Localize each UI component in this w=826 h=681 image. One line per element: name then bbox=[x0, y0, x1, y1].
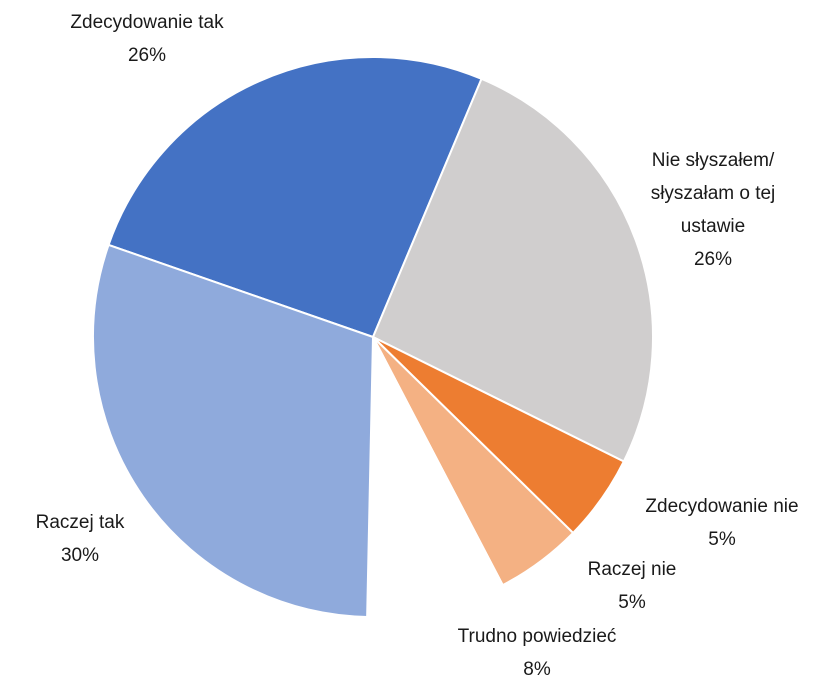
slice-label: Trudno powiedzieć 8% bbox=[422, 620, 652, 681]
category-label: Zdecydowanie nie bbox=[645, 496, 799, 517]
value-label: 30% bbox=[60, 545, 100, 566]
value-label: 5% bbox=[618, 592, 646, 613]
category-label: Zdecydowanie tak bbox=[70, 12, 224, 33]
category-label: Trudno powiedzieć bbox=[457, 626, 617, 647]
slice-label: Zdecydowanie nie 5% bbox=[612, 490, 826, 556]
pie-slice bbox=[107, 56, 483, 339]
value-label: 26% bbox=[127, 45, 167, 66]
category-label: Nie słyszałem/ słyszałam o tej ustawie bbox=[650, 150, 776, 237]
slice-label: Nie słyszałem/ słyszałam o tej ustawie 26… bbox=[643, 144, 783, 276]
category-label: Raczej tak bbox=[35, 512, 125, 533]
value-label: 26% bbox=[693, 249, 733, 270]
value-label: 5% bbox=[708, 529, 736, 550]
pie-slice bbox=[92, 243, 375, 618]
slice-label: Raczej nie 5% bbox=[557, 553, 707, 619]
category-label: Raczej nie bbox=[587, 559, 677, 580]
pie-slice bbox=[371, 77, 654, 463]
pie-slice bbox=[366, 336, 505, 618]
value-label: 8% bbox=[523, 659, 551, 680]
slice-label: Raczej tak 30% bbox=[5, 506, 155, 572]
slice-label: Zdecydowanie tak 26% bbox=[37, 6, 257, 72]
